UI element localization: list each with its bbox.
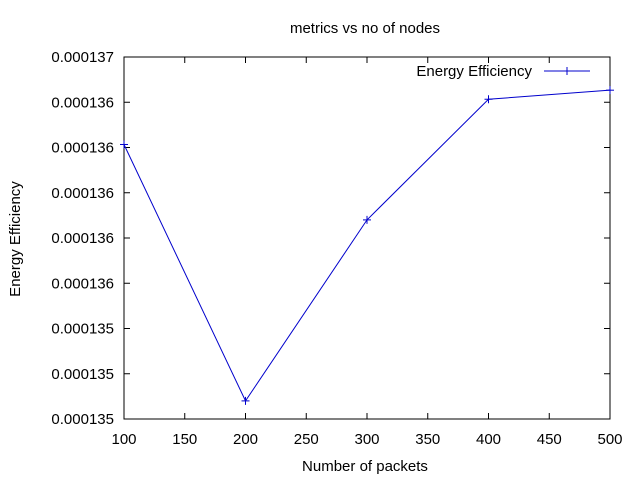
y-axis-label: Energy Efficiency: [7, 181, 24, 297]
x-tick-label: 500: [597, 431, 622, 448]
x-tick-label: 350: [415, 431, 440, 448]
y-tick-label: 0.000135: [51, 411, 114, 428]
data-point-marker: [241, 396, 250, 405]
y-tick-label: 0.000136: [51, 275, 114, 292]
legend: Energy Efficiency: [416, 63, 590, 80]
y-tick-label: 0.000135: [51, 366, 114, 383]
legend-label: Energy Efficiency: [416, 63, 532, 80]
x-tick-label: 300: [354, 431, 379, 448]
plot-frame: [123, 56, 611, 420]
y-tick-label: 0.000136: [51, 230, 114, 247]
y-tick-label: 0.000137: [51, 49, 114, 66]
data-point-marker: [606, 86, 614, 95]
series-line: [123, 89, 611, 402]
x-tick-label: 150: [172, 431, 197, 448]
x-axis-label: Number of packets: [302, 458, 428, 475]
data-point-marker: [363, 215, 371, 224]
x-tick-label: 250: [294, 431, 319, 448]
x-tick-label: 200: [233, 431, 258, 448]
x-tick-label: 450: [537, 431, 562, 448]
legend-marker: [563, 67, 571, 75]
x-tick-label: 400: [476, 431, 501, 448]
y-tick-label: 0.000136: [51, 94, 114, 111]
y-tick-label: 0.000135: [51, 321, 114, 338]
y-tick-label: 0.000136: [51, 140, 114, 157]
chart-title: metrics vs no of nodes: [290, 20, 440, 37]
axis-ticks: 100 150 200 250 300 350 400 450 500 0.000135 0.000…: [51, 49, 622, 448]
y-tick-label: 0.000136: [51, 185, 114, 202]
data-point-marker: [484, 95, 493, 104]
series-group: [120, 86, 614, 405]
x-tick-label: 100: [111, 431, 136, 448]
data-point-marker: [120, 140, 128, 149]
